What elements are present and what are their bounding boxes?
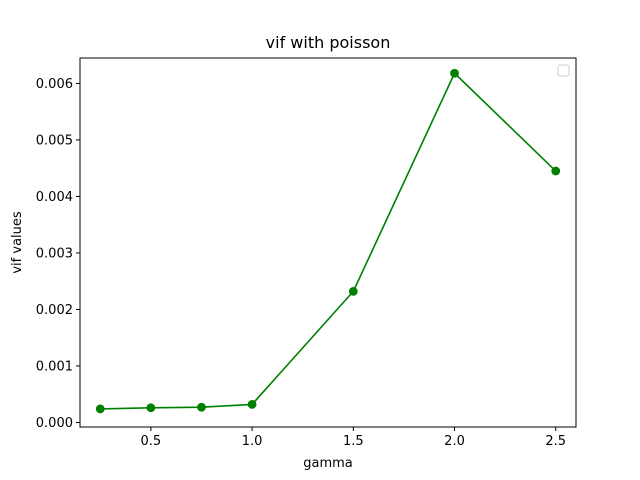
y-tick-label: 0.003 <box>36 246 73 261</box>
data-point <box>146 403 156 413</box>
y-tick-label: 0.005 <box>36 133 73 148</box>
data-point <box>95 404 105 414</box>
y-tick-label: 0.001 <box>36 359 73 374</box>
x-axis-label: gamma <box>303 456 353 471</box>
x-tick-label: 2.0 <box>444 434 465 449</box>
data-point <box>197 402 206 412</box>
x-tick-label: 1.5 <box>343 434 364 449</box>
y-tick-label: 0.004 <box>36 190 73 205</box>
axes-frame <box>79 57 577 428</box>
y-axis: 0.000 0.001 0.002 0.003 0.004 0.005 0.006 <box>36 77 80 431</box>
x-tick-label: 2.5 <box>545 434 566 449</box>
x-axis: 0.5 1.0 1.5 2.0 2.5 <box>141 427 566 449</box>
legend <box>557 64 570 77</box>
x-tick-label: 0.5 <box>141 434 162 449</box>
series-layer <box>95 68 561 414</box>
legend-box <box>557 64 570 77</box>
data-point <box>450 68 459 78</box>
y-tick-label: 0.006 <box>36 77 73 92</box>
y-axis-label: vif values <box>10 211 25 274</box>
data-point <box>247 399 257 409</box>
x-tick-label: 1.0 <box>242 434 263 449</box>
chart-title: vif with poisson <box>266 33 391 52</box>
y-tick-label: 0.000 <box>36 416 73 431</box>
data-point <box>551 166 561 176</box>
y-tick-label: 0.002 <box>36 303 73 318</box>
data-point <box>348 286 358 296</box>
